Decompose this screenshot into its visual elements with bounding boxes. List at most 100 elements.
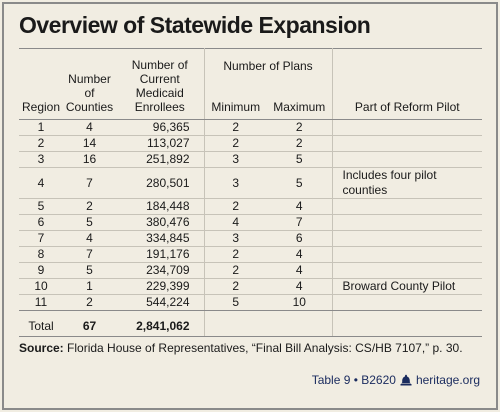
total-empty-min [204,310,267,337]
region-cell: 9 [19,262,63,279]
total-row: Total 67 2,841,062 [19,310,482,337]
minimum-cell: 2 [204,262,267,279]
minimum-cell: 2 [204,135,267,152]
counties-cell: 5 [63,214,116,231]
pilot-cell: Broward County Pilot [332,278,482,295]
maximum-cell: 4 [267,246,333,263]
footer-credit: Table 9 • B2620 heritage.org [312,373,480,387]
enrollees-cell: 191,176 [116,246,205,263]
header-minimum: Minimum [204,95,267,120]
total-label: Total [19,310,63,337]
minimum-cell: 2 [204,246,267,263]
enrollees-cell: 229,399 [116,278,205,295]
maximum-cell: 4 [267,278,333,295]
header-number-of-plans: Number of Plans [204,48,333,96]
region-cell: 2 [19,135,63,152]
table-row: 4 7 280,501 3 5 Includes four pilot counties [19,167,482,199]
source-note: Source: Florida House of Representatives… [19,341,463,355]
counties-cell: 7 [63,246,116,263]
pilot-cell [332,198,482,215]
figure-title: Overview of Statewide Expansion [19,12,371,38]
table-row: 1 4 96,365 2 2 [19,119,482,136]
table-row: 11 2 544,224 5 10 [19,294,482,311]
counties-cell: 4 [63,230,116,247]
minimum-cell: 2 [204,119,267,136]
minimum-cell: 5 [204,294,267,311]
region-cell: 8 [19,246,63,263]
total-empty-pilot [332,310,482,337]
table-row: 10 1 229,399 2 4 Broward County Pilot [19,278,482,295]
header-enrollees: Number of Current Medicaid Enrollees [116,48,205,120]
enrollees-cell: 380,476 [116,214,205,231]
minimum-cell: 2 [204,198,267,215]
counties-cell: 4 [63,119,116,136]
counties-cell: 2 [63,198,116,215]
table-row: 9 5 234,709 2 4 [19,262,482,279]
table-row: 8 7 191,176 2 4 [19,246,482,263]
maximum-cell: 5 [267,167,333,199]
table-subheader-row: Minimum Maximum [19,95,482,120]
table-row: 6 5 380,476 4 7 [19,214,482,231]
total-enrollees: 2,841,062 [116,310,205,337]
region-cell: 7 [19,230,63,247]
region-cell: 5 [19,198,63,215]
counties-cell: 1 [63,278,116,295]
pilot-cell [332,246,482,263]
maximum-cell: 7 [267,214,333,231]
region-cell: 1 [19,119,63,136]
maximum-cell: 4 [267,198,333,215]
maximum-cell: 2 [267,135,333,152]
minimum-cell: 3 [204,167,267,199]
pilot-cell [332,151,482,168]
enrollees-cell: 113,027 [116,135,205,152]
region-cell: 3 [19,151,63,168]
enrollees-cell: 544,224 [116,294,205,311]
counties-cell: 7 [63,167,116,199]
enrollees-cell: 184,448 [116,198,205,215]
table-row: 7 4 334,845 3 6 [19,230,482,247]
site-link[interactable]: heritage.org [415,373,480,387]
total-counties: 67 [63,310,116,337]
maximum-cell: 4 [267,262,333,279]
expansion-table: Region Number of Counties Number of Curr… [19,48,482,337]
table-row: 2 14 113,027 2 2 [19,135,482,152]
table-header-row: Region Number of Counties Number of Curr… [19,48,482,120]
maximum-cell: 10 [267,294,333,311]
minimum-cell: 3 [204,230,267,247]
pilot-cell [332,119,482,136]
minimum-cell: 3 [204,151,267,168]
pilot-cell: Includes four pilot counties [332,167,482,199]
enrollees-cell: 334,845 [116,230,205,247]
counties-cell: 14 [63,135,116,152]
enrollees-cell: 251,892 [116,151,205,168]
region-cell: 6 [19,214,63,231]
header-region: Region [19,48,63,120]
enrollees-cell: 234,709 [116,262,205,279]
table-row: 5 2 184,448 2 4 [19,198,482,215]
total-empty-max [267,310,333,337]
pilot-cell [332,262,482,279]
pilot-cell [332,230,482,247]
header-pilot: Part of Reform Pilot [332,48,482,120]
counties-cell: 2 [63,294,116,311]
pilot-cell [332,214,482,231]
counties-cell: 16 [63,151,116,168]
region-cell: 11 [19,294,63,311]
region-cell: 10 [19,278,63,295]
source-label: Source: [19,341,64,355]
table-body: 1 4 96,365 2 2 2 14 113,027 2 2 3 16 251,892 3 5 4 7 280,… [19,119,482,337]
pilot-cell [332,294,482,311]
maximum-cell: 5 [267,151,333,168]
table-reference: Table 9 • B2620 [311,373,396,387]
counties-cell: 5 [63,262,116,279]
minimum-cell: 2 [204,278,267,295]
header-counties: Number of Counties [63,48,116,120]
maximum-cell: 6 [267,230,333,247]
maximum-cell: 2 [267,119,333,136]
enrollees-cell: 280,501 [116,167,205,199]
enrollees-cell: 96,365 [116,119,205,136]
pilot-cell [332,135,482,152]
header-maximum: Maximum [267,95,333,120]
region-cell: 4 [19,167,63,199]
minimum-cell: 4 [204,214,267,231]
